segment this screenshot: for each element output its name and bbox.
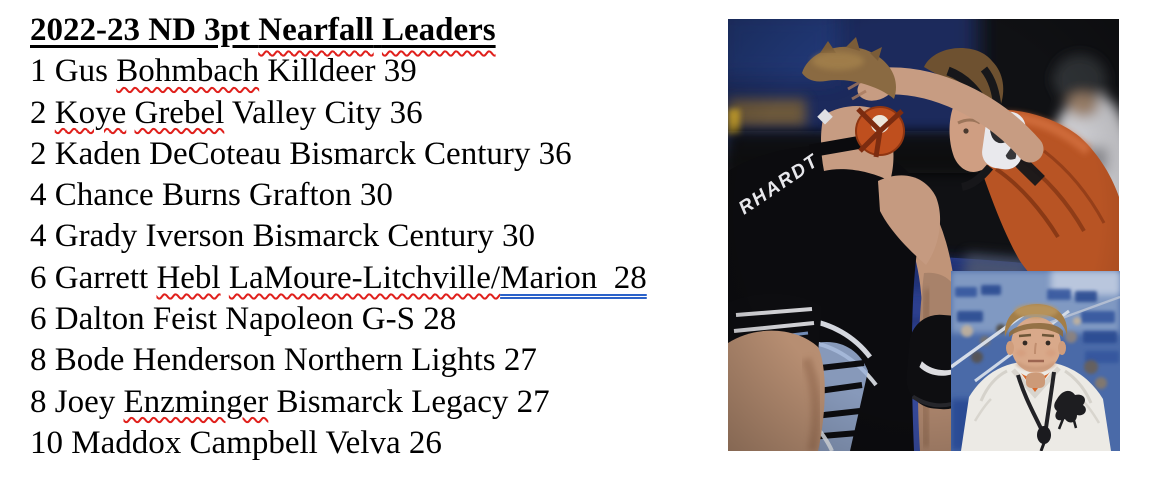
title-segment-misspelled: Leaders [381, 12, 496, 48]
leader-entry-rank2b: 2 Kaden DeCoteau Bismarck Century 36 [30, 134, 647, 175]
leader-entry-rank6b: 6 Dalton Feist Napoleon G-S 28 [30, 299, 647, 340]
entry-text: Killdeer 39 [259, 53, 417, 90]
title-segment [374, 12, 382, 48]
leader-entry-rank8b: 8 Joey Enzminger Bismarck Legacy 27 [30, 382, 647, 423]
entry-text: 4 Grady Iverson Bismarck Century 30 [30, 218, 535, 255]
leader-entry-rank2a: 2 Koye Grebel Valley City 36 [30, 93, 647, 134]
entry-text: Bismarck Legacy 27 [268, 383, 550, 420]
entry-text: Valley City 36 [224, 94, 423, 131]
entry-text: 6 Garrett [30, 259, 157, 296]
leader-entry-rank10: 10 Maddox Campbell Velva 26 [30, 423, 647, 464]
entry-text: 10 Maddox Campbell Velva 26 [30, 424, 442, 461]
entry-text-grammar-flagged: Marion 28 [500, 259, 647, 296]
wrestler-portrait-photo [951, 271, 1120, 451]
entry-text: 2 Kaden DeCoteau Bismarck Century 36 [30, 135, 572, 172]
entry-text: 1 Gus [30, 53, 117, 90]
entry-text-misspelled: Enzminger [123, 383, 269, 420]
title-underline-wrap: 2022-23 ND 3pt Nearfall Leaders [30, 12, 496, 48]
entry-text-misspelled: Bohmbach [116, 53, 260, 90]
title-segment-misspelled: Nearfall [258, 12, 374, 48]
leader-entry-rank8a: 8 Bode Henderson Northern Lights 27 [30, 340, 647, 381]
entry-text: 8 Bode Henderson Northern Lights 27 [30, 342, 537, 379]
entry-text: 6 Dalton Feist Napoleon G-S 28 [30, 301, 457, 338]
title-segment: 2022-23 ND 3pt [30, 12, 259, 48]
leaderboard-title: 2022-23 ND 3pt Nearfall Leaders [30, 10, 647, 51]
entry-text-misspelled: Koye [54, 94, 127, 131]
entry-text [221, 260, 229, 296]
entry-text: 8 Joey [30, 383, 124, 420]
entry-text: 4 Chance Burns Grafton 30 [30, 177, 393, 214]
leaderboard-text-block: 2022-23 ND 3pt Nearfall Leaders 1 Gus Bo… [30, 10, 647, 464]
leader-entry-rank6a: 6 Garrett Hebl LaMoure-Litchville/Marion… [30, 258, 647, 299]
entry-text-misspelled: LaMoure-Litchville/ [228, 259, 501, 296]
leader-entry-rank4b: 4 Grady Iverson Bismarck Century 30 [30, 216, 647, 257]
entry-text-misspelled: Grebel [134, 94, 225, 131]
entry-text-misspelled: Hebl [156, 259, 221, 296]
leader-entry-rank4a: 4 Chance Burns Grafton 30 [30, 175, 647, 216]
leader-entry-rank1: 1 Gus Bohmbach Killdeer 39 [30, 51, 647, 92]
entry-text: 2 [30, 94, 55, 131]
